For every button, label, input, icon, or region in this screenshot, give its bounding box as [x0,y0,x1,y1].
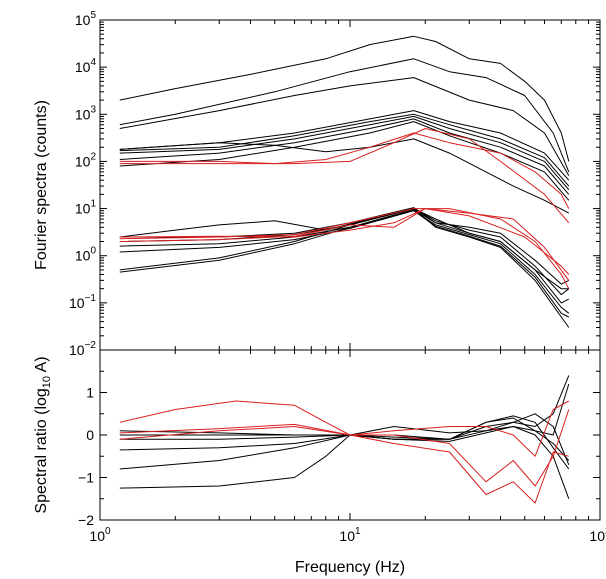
top-series-9 [119,138,570,214]
bottom-series-3 [119,375,570,451]
top-y-tick-label: 102 [75,151,97,169]
bottom-series-7 [119,400,570,487]
top-panel: 10−2 10−1 100 101 102 103 104 105 [69,10,601,358]
bottom-panel: −2 −1 0 1 100 101 102 [78,349,606,544]
top-series-14 [119,208,570,296]
bottom-series-lines [119,375,570,504]
top-series-6 [119,115,570,191]
bottom-series-6 [119,413,570,465]
x-tick-label: 101 [339,526,361,544]
top-y-tick-label: 10−2 [69,340,96,358]
top-series-3 [119,77,570,176]
top-y-tick-label: 103 [75,104,97,122]
bottom-y-tick-label: −1 [78,470,94,486]
x-tick-label: 102 [589,526,606,544]
x-axis-label: Frequency (Hz) [295,559,405,576]
top-y-tick-label: 105 [75,10,97,28]
bottom-y-tick-label: 1 [86,385,94,401]
top-series-17 [119,208,570,328]
top-series-4 [119,110,570,181]
top-series-20 [119,208,570,289]
top-y-tick-label: 10−1 [69,293,96,311]
top-y-tick-label: 100 [75,246,97,264]
bottom-series-9 [119,400,570,457]
top-series-19 [119,208,570,281]
bottom-y-tick-label: −2 [78,512,94,528]
top-series-1 [119,35,570,162]
bottom-series-1 [119,426,570,499]
top-series-2 [119,58,570,173]
bottom-series-8 [119,426,569,504]
x-tick-label: 100 [89,526,111,544]
top-series-18 [119,210,570,318]
top-series-8 [119,121,570,201]
top-series-11 [119,128,570,224]
top-series-16 [119,210,570,314]
top-series-10 [119,132,570,209]
top-series-lines [119,35,570,328]
top-y-tick-label: 104 [75,57,97,75]
top-series-15 [119,209,570,304]
top-series-7 [119,118,570,195]
top-series-21 [119,208,570,275]
bottom-series-5 [119,415,570,470]
top-plot-frame [99,19,601,351]
bottom-x-ticks: 100 101 102 [89,350,606,544]
bottom-series-4 [119,383,570,442]
bottom-y-ticks: −2 −1 0 1 [78,370,600,528]
top-y-axis-label: Fourier spectra (counts) [33,100,50,270]
top-x-ticks [99,20,601,350]
top-y-tick-label: 101 [75,199,97,217]
top-y-ticks: 10−2 10−1 100 101 102 103 104 105 [69,10,600,358]
bottom-y-axis-label: Spectral ratio (log10 A) [33,356,53,513]
bottom-y-tick-label: 0 [86,427,94,443]
